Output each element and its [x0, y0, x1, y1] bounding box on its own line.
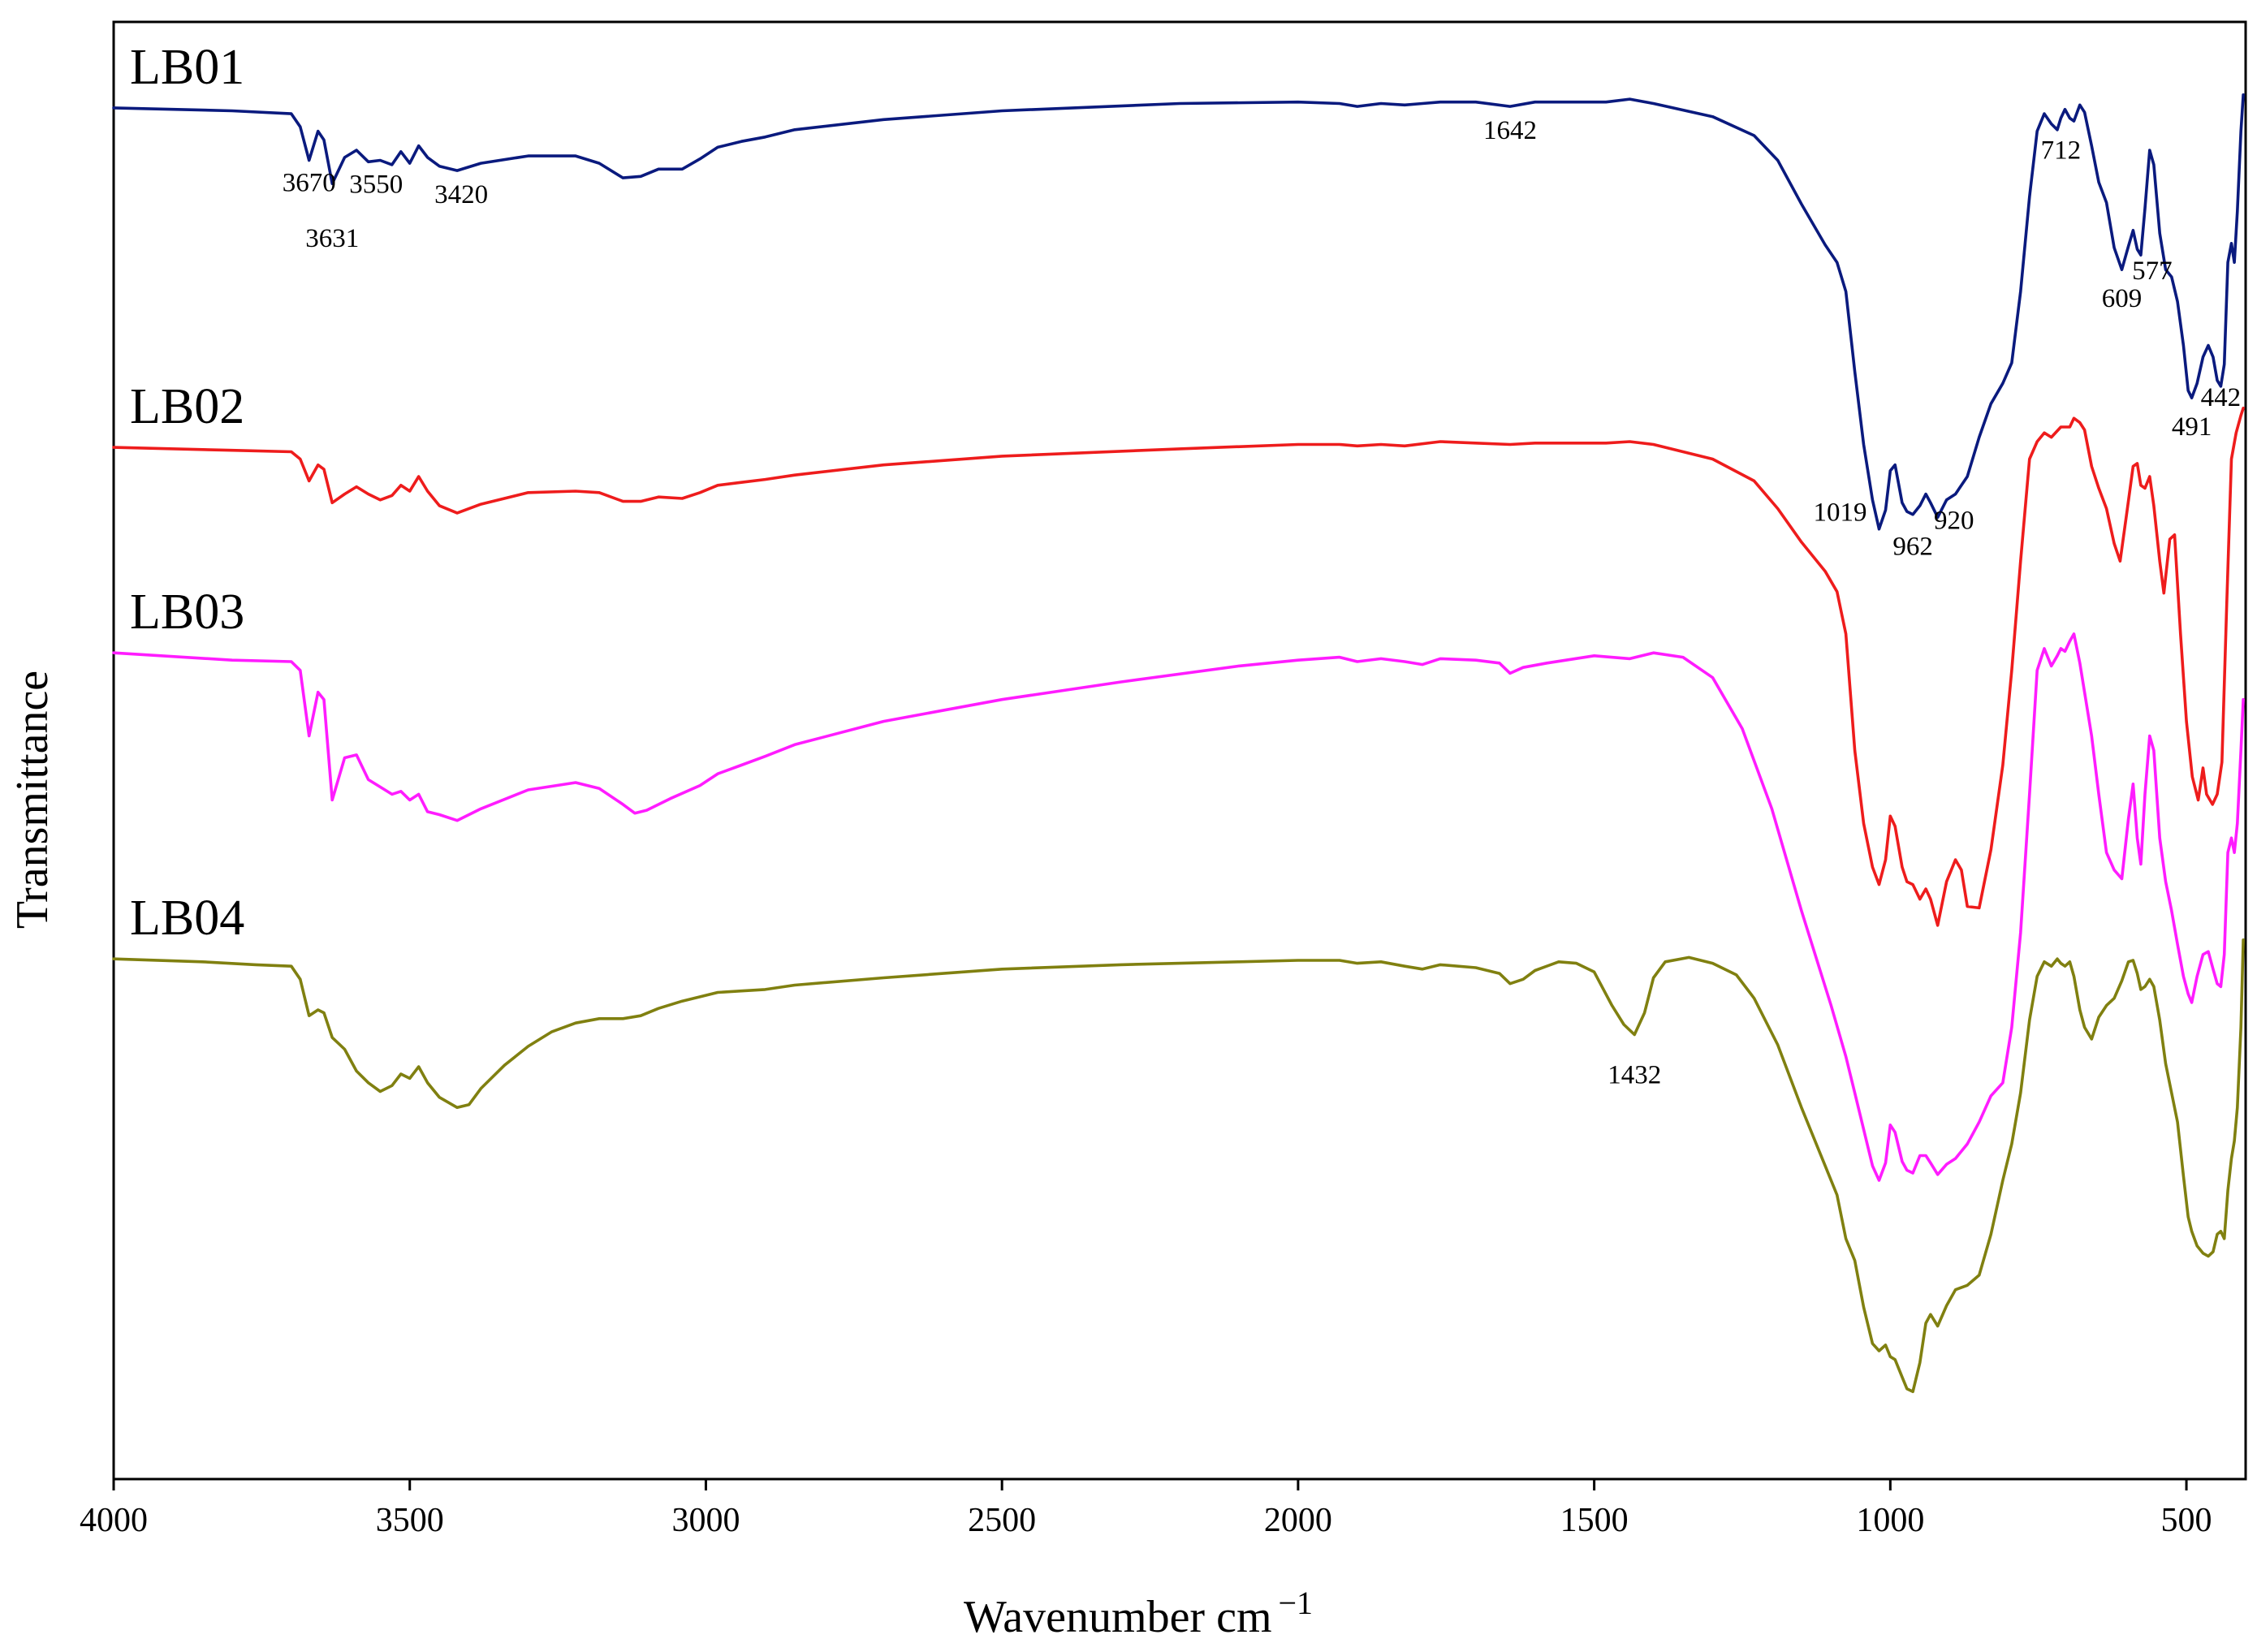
peak-label: 920 — [1934, 506, 1974, 535]
series-label-lb04: LB04 — [130, 891, 244, 946]
peak-label: 962 — [1892, 533, 1933, 562]
peak-label: 491 — [2172, 412, 2212, 442]
series-label-lb01: LB01 — [130, 40, 244, 95]
x-tick-label: 3000 — [671, 1502, 740, 1539]
series-label-lb02: LB02 — [130, 379, 244, 434]
y-axis-title: Transmittance — [7, 671, 58, 929]
plot-frame — [112, 20, 2247, 1481]
x-tick-label: 3500 — [376, 1502, 444, 1539]
peak-label: 609 — [2102, 284, 2143, 313]
series-label-lb03: LB03 — [130, 584, 244, 640]
x-axis-title-superscript: −1 — [1279, 1585, 1314, 1621]
x-tick-label: 1000 — [1856, 1502, 1924, 1539]
x-axis-title: Wavenumber cm −1 — [964, 1585, 1313, 1642]
series-lines — [112, 93, 2245, 1394]
series-line-lb03 — [112, 632, 2245, 1182]
x-axis-title-text: Wavenumber cm — [964, 1592, 1272, 1642]
series-line-lb01 — [112, 93, 2245, 531]
peak-label: 1432 — [1608, 1061, 1661, 1090]
x-tick-label: 2500 — [968, 1502, 1036, 1539]
x-tick-label: 4000 — [80, 1502, 148, 1539]
x-tick-label: 2000 — [1264, 1502, 1332, 1539]
peak-label: 3631 — [305, 224, 359, 253]
peak-label: 3550 — [349, 170, 403, 200]
x-axis-ticks: 4000 3500 3000 2500 2000 1500 1000 500 — [80, 1479, 2212, 1539]
peak-label: 1019 — [1814, 498, 1867, 528]
peak-label: 442 — [2201, 383, 2242, 412]
peak-label: 712 — [2041, 136, 2082, 166]
x-tick-label: 500 — [2161, 1502, 2212, 1539]
series-line-lb04 — [112, 938, 2245, 1394]
peak-label: 577 — [2132, 257, 2173, 286]
peak-label: 3420 — [434, 180, 488, 209]
series-labels: LB01 LB02 LB03 LB04 — [130, 40, 244, 946]
peak-label: 1642 — [1483, 116, 1537, 145]
x-tick-label: 1500 — [1560, 1502, 1629, 1539]
series-line-lb02 — [112, 406, 2245, 927]
peak-label: 3670 — [283, 169, 336, 198]
